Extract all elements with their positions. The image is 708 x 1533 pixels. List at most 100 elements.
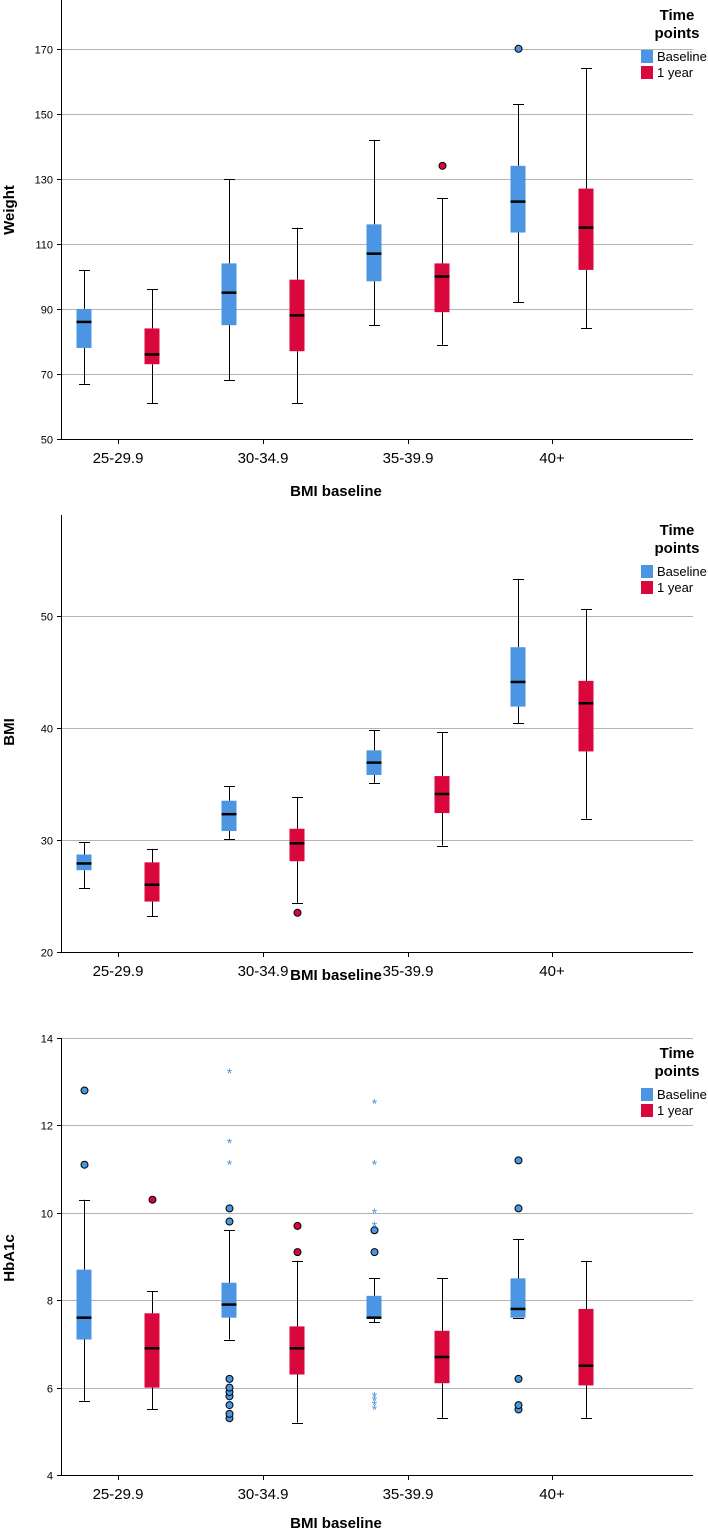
legend-title: Time <box>660 1045 695 1062</box>
outlier-point <box>225 1204 234 1213</box>
extreme-point: * <box>372 1393 378 1409</box>
box-1-year-25-29.9 <box>144 848 160 917</box>
y-tick-label: 20 <box>41 948 53 960</box>
x-tick-label: 40+ <box>539 963 565 980</box>
y-tick-label: 10 <box>41 1209 53 1221</box>
box-1-year-35-39.9 <box>434 161 450 346</box>
iqr-box <box>144 328 160 365</box>
box-baseline-35-39.9 <box>366 730 382 784</box>
legend-title: points <box>655 540 700 557</box>
x-axis-label: BMI baseline <box>290 483 382 500</box>
legend-label: Baseline <box>657 1087 707 1102</box>
y-tick-label: 70 <box>41 370 53 382</box>
y-tick-label: 6 <box>47 1384 53 1396</box>
extreme-point: * <box>372 1388 378 1404</box>
legend-label: 1 year <box>657 580 694 595</box>
box-1-year-30-34.9 <box>289 1221 305 1424</box>
extreme-point: * <box>372 1401 378 1417</box>
outlier-point <box>293 1221 302 1230</box>
y-tick-label: 12 <box>41 1121 53 1133</box>
legend-swatch <box>641 565 653 578</box>
y-axis-label: Weight <box>1 185 18 235</box>
chart-panel-3: 4 6 8 10 12 14 25-29.9 30-34.9 35-39.9 40+ BMI bas… <box>1 1034 707 1533</box>
x-tick-label: 35-39.9 <box>383 963 434 980</box>
extreme-point: * <box>372 1157 378 1173</box>
y-tick-label: 130 <box>35 175 53 187</box>
outlier-point <box>148 1195 157 1204</box>
x-axis-label: BMI baseline <box>290 967 382 984</box>
x-tick-label: 35-39.9 <box>383 450 434 467</box>
box-baseline-25-29.9 <box>76 269 92 385</box>
iqr-box <box>221 1282 237 1318</box>
legend-label: 1 year <box>657 65 694 80</box>
iqr-box <box>578 1308 594 1386</box>
iqr-box <box>434 263 450 313</box>
x-tick-label: 25-29.9 <box>93 1486 144 1503</box>
x-tick-label: 30-34.9 <box>238 450 289 467</box>
extreme-point: * <box>227 1135 233 1151</box>
y-tick-label: 14 <box>41 1034 53 1046</box>
box-1-year-25-29.9 <box>144 1195 160 1410</box>
outlier-point <box>225 1409 234 1418</box>
outlier-point <box>438 161 447 170</box>
y-tick-label: 4 <box>47 1471 53 1483</box>
iqr-box <box>289 828 305 862</box>
box-1-year-30-34.9 <box>289 797 305 917</box>
y-tick-label: 30 <box>41 836 53 848</box>
box-baseline-35-39.9 <box>366 139 382 326</box>
box-1-year-40+ <box>578 1260 594 1419</box>
y-axis-label: HbA1c <box>1 1234 18 1282</box>
legend-label: Baseline <box>657 564 707 579</box>
outlier-point <box>293 1248 302 1257</box>
y-tick-label: 50 <box>41 435 53 447</box>
y-tick-label: 110 <box>35 240 53 252</box>
x-tick-label: 40+ <box>539 450 565 467</box>
box-1-year-35-39.9 <box>434 1278 450 1419</box>
outlier-point <box>514 1401 523 1410</box>
legend-swatch <box>641 50 653 63</box>
box-baseline-40+ <box>510 578 526 724</box>
iqr-box <box>144 1313 160 1388</box>
box-baseline-25-29.9 <box>76 1086 92 1402</box>
y-tick-label: 150 <box>35 110 53 122</box>
x-tick-label: 40+ <box>539 1486 565 1503</box>
x-tick-label: 25-29.9 <box>93 450 144 467</box>
x-tick-label: 35-39.9 <box>383 1486 434 1503</box>
x-tick-label: 30-34.9 <box>238 963 289 980</box>
outlier-point <box>514 1204 523 1213</box>
box-baseline-35-39.9: ******** <box>366 1096 382 1417</box>
y-tick-label: 8 <box>47 1296 53 1308</box>
extreme-point: * <box>227 1065 233 1081</box>
legend-label: 1 year <box>657 1103 694 1118</box>
y-tick-label: 40 <box>41 724 53 736</box>
iqr-box <box>510 165 526 233</box>
extreme-point: * <box>372 1205 378 1221</box>
chart-panel-2: 20 30 40 50 25-29.9 30-34.9 35-39.9 40+ BMI base… <box>1 515 707 984</box>
box-baseline-30-34.9 <box>221 786 237 840</box>
legend-swatch <box>641 1088 653 1101</box>
extreme-point: * <box>372 1397 378 1413</box>
x-tick-label: 30-34.9 <box>238 1486 289 1503</box>
box-1-year-25-29.9 <box>144 289 160 404</box>
legend-title: points <box>655 25 700 42</box>
iqr-box <box>221 263 237 326</box>
legend-swatch <box>641 581 653 594</box>
outlier-point <box>80 1160 89 1169</box>
outlier-point <box>514 1374 523 1383</box>
iqr-box <box>366 1295 382 1318</box>
iqr-box <box>221 800 237 831</box>
iqr-box <box>510 1278 526 1318</box>
outlier-point <box>80 1086 89 1095</box>
iqr-box <box>578 680 594 752</box>
legend-title: points <box>655 1063 700 1080</box>
box-baseline-30-34.9 <box>221 178 237 381</box>
outlier-point <box>225 1383 234 1392</box>
legend-label: Baseline <box>657 49 707 64</box>
iqr-box <box>510 647 526 707</box>
extreme-point: * <box>372 1096 378 1112</box>
box-1-year-35-39.9 <box>434 732 450 847</box>
